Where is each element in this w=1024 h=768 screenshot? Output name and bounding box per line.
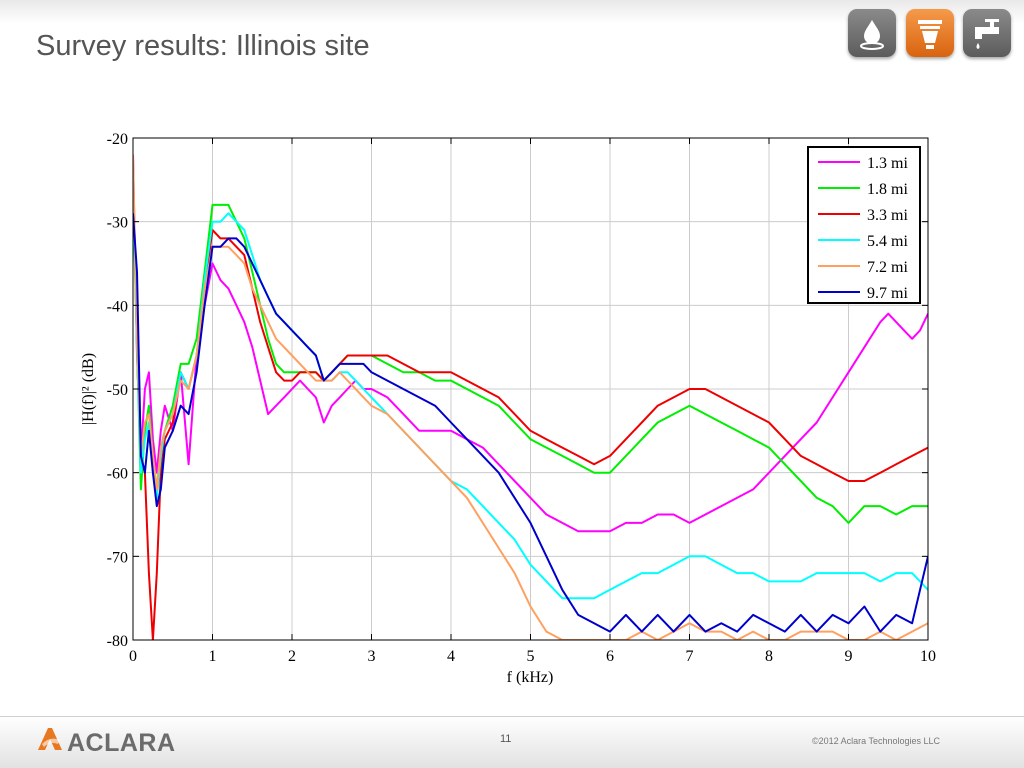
x-tick-label: 6 (606, 648, 614, 665)
legend-label: 7.2 mi (867, 259, 908, 276)
electric-meter-icon[interactable] (906, 9, 954, 57)
y-tick-label: -80 (107, 633, 128, 650)
x-axis-label: f (kHz) (507, 669, 554, 686)
x-tick-label: 7 (686, 648, 694, 665)
series-line-9-7-mi (133, 213, 928, 633)
y-tick-label: -40 (107, 298, 128, 315)
legend-label: 1.8 mi (867, 181, 908, 198)
water-drop-icon[interactable] (848, 9, 896, 57)
x-tick-label: 9 (845, 648, 853, 665)
series-line-1-8-mi (133, 188, 928, 524)
y-tick-label: -20 (107, 131, 128, 148)
legend-label: 3.3 mi (867, 207, 908, 224)
y-tick-label: -50 (107, 382, 128, 399)
x-tick-label: 1 (209, 648, 217, 665)
aclara-logo-icon (38, 728, 62, 750)
y-tick-label: -30 (107, 215, 128, 232)
copyright-text: ©2012 Aclara Technologies LLC (812, 736, 941, 746)
slide-title: Survey results: Illinois site (36, 30, 370, 62)
y-axis-label: |H(f)|² (dB) (80, 353, 97, 425)
x-tick-label: 8 (765, 648, 773, 665)
y-tick-label: -70 (107, 549, 128, 566)
page-number: 11 (500, 733, 512, 745)
footer-band (0, 716, 1024, 768)
legend-box (807, 146, 921, 304)
water-faucet-icon[interactable] (963, 9, 1011, 57)
x-tick-label: 2 (288, 648, 296, 665)
x-tick-label: 0 (129, 648, 137, 665)
aclara-logo-text: ACLARA (67, 729, 176, 757)
x-tick-label: 3 (368, 648, 376, 665)
legend-label: 5.4 mi (867, 233, 908, 250)
y-tick-label: -60 (107, 466, 128, 483)
x-tick-label: 4 (447, 648, 455, 665)
footer-divider (0, 716, 1024, 717)
legend: 1.3 mi 1.8 mi 3.3 mi 5.4 mi 7.2 mi 9.7 mi (807, 146, 921, 304)
series-lines (133, 154, 928, 640)
legend-label: 1.3 mi (867, 155, 908, 172)
series-line-7-2-mi (133, 154, 928, 640)
x-tick-label: 10 (920, 648, 936, 665)
x-tick-label: 5 (527, 648, 535, 665)
legend-label: 9.7 mi (867, 285, 908, 302)
axis-ticks: 0 1 2 3 4 5 6 7 8 9 10 -20 -30 -40 -50 -60 -70 -80 (107, 131, 936, 665)
